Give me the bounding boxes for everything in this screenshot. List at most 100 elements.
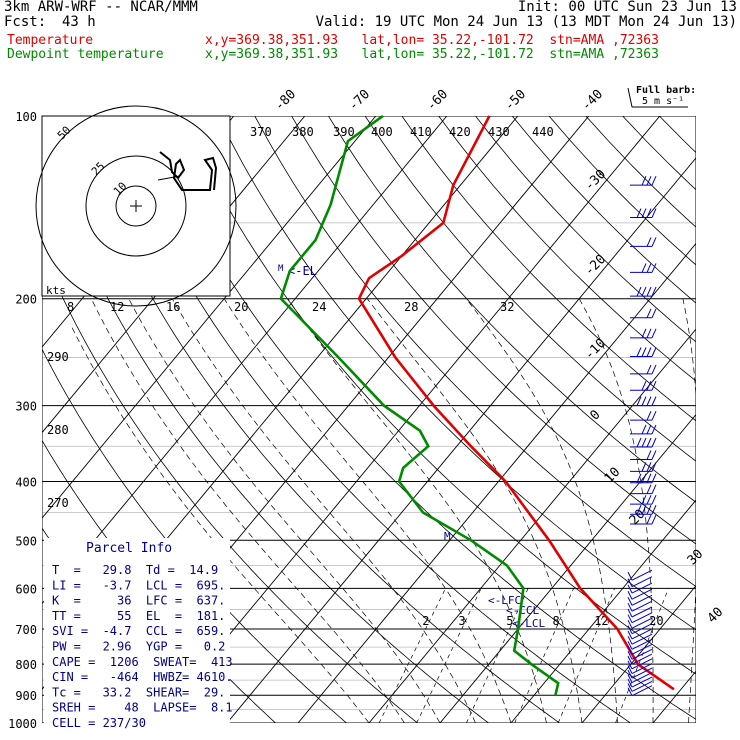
wind-barb-flag (651, 347, 657, 357)
mixing-ratio-line (557, 588, 615, 723)
moist-adiabat (367, 298, 583, 723)
wind-barb-flag (641, 347, 647, 357)
dry-adiabat (107, 116, 631, 723)
isotherm-label: 20 (627, 507, 649, 529)
wind-barb-flag (627, 651, 633, 660)
wind-barb-staff (631, 680, 653, 692)
wind-barb-flag (636, 347, 642, 357)
dry-adiabat (733, 116, 740, 723)
wind-barb-flag (627, 578, 633, 587)
mixing-ratio-label: 8 (552, 614, 559, 628)
wind-barb-flag (627, 608, 633, 618)
wind-barb-flag (651, 505, 657, 515)
wind-barb-flag (646, 410, 652, 421)
dry-adiabat (659, 116, 696, 154)
moist-adiabat (682, 298, 696, 723)
wind-barb-flag (641, 505, 647, 515)
wind-barb-flag (646, 308, 652, 318)
wind-barb-flag (651, 175, 657, 186)
moist-marker: M (444, 530, 451, 543)
pressure-label: 200 (15, 293, 37, 307)
wind-barb-staff (631, 617, 653, 629)
wind-barb-flag (646, 237, 652, 247)
wind-barb-flag (641, 328, 647, 339)
wind-barb-flag (646, 514, 652, 525)
forecast-hour: 43 h (62, 14, 96, 30)
pressure-label: 900 (15, 689, 37, 703)
isotherm-label: -60 (424, 87, 451, 114)
parcel-info-row: LI = -3.7 LCL = 695. (52, 578, 225, 592)
pressure-label: 500 (15, 534, 37, 548)
wind-barb-flag (651, 208, 657, 218)
wind-barb-staff (631, 600, 653, 612)
isotherm-line (42, 116, 448, 605)
hodograph-scale-label: 16 (166, 300, 180, 314)
pressure-label: 100 (15, 110, 37, 124)
wind-barb-flag (627, 641, 633, 650)
barb-key-title: Full barb: (636, 85, 696, 96)
wind-barb-flag (641, 473, 647, 483)
wind-barb-staff (631, 672, 653, 684)
hodograph-scale-label: 8 (67, 300, 74, 314)
isotherm-line (724, 116, 740, 723)
wind-barb-flag (646, 286, 652, 297)
wind-barb-flag (627, 635, 633, 645)
wind-barb-flag (641, 396, 647, 406)
hodograph-scale-label: 20 (234, 300, 248, 314)
wind-barb-flag (646, 494, 652, 505)
parcel-info-panel (44, 538, 230, 724)
barb-key-value: 5 m s⁻¹ (642, 96, 684, 107)
parcel-info-row: K = 36 LFC = 637. (52, 594, 225, 608)
wind-barb-flag (627, 584, 633, 594)
dry-adiabat (511, 116, 696, 304)
temperature-legend: Temperature (7, 33, 94, 48)
mixing-ratio-line (378, 588, 446, 723)
dry-adiabat (364, 116, 696, 462)
moist-adiabat (287, 298, 547, 723)
wind-barb-flag (627, 655, 633, 665)
isotherm-label: -30 (582, 167, 609, 194)
mixing-ratio-label: 20 (649, 614, 663, 628)
wind-barb-staff (631, 633, 653, 645)
wind-barb-flag (646, 424, 652, 435)
wind-barb-staff (631, 628, 653, 640)
mixing-ratio-lines: 2 3 5 8 12 20 (378, 588, 669, 723)
wind-barb-flag (646, 396, 652, 406)
isotherm-line (439, 413, 696, 723)
wind-barbs (627, 175, 657, 697)
hodograph-units-label: kts (46, 284, 66, 297)
temperature-trace (357, 115, 675, 691)
wind-barb-flag (636, 505, 642, 515)
wind-barb-flag (641, 424, 647, 435)
wind-barb-staff (631, 638, 653, 650)
wind-barb-flag (646, 450, 652, 460)
wind-barb-flag (646, 263, 652, 273)
pressure-label: 600 (15, 582, 37, 596)
moist-adiabat (128, 298, 441, 723)
pressure-label: 800 (15, 658, 37, 672)
moist-marker-upper: M (278, 264, 284, 274)
wind-barb-flag (651, 308, 657, 318)
moist-adiabat (466, 298, 618, 723)
isotherm-label: -50 (502, 87, 529, 114)
wind-barb-flag (651, 424, 657, 435)
ccl-marker: <-CCL (506, 604, 539, 617)
wind-barb-staff (631, 685, 653, 697)
wind-barb-flag (636, 473, 642, 483)
wind-barb-staff (631, 667, 653, 679)
parcel-info-row: PW = 2.96 YGP = 0.2 (52, 640, 225, 654)
wind-barb-flag (641, 286, 647, 297)
parcel-info-title: Parcel Info (86, 541, 172, 556)
pressure-label: 700 (15, 623, 37, 637)
mixing-ratio-label: 12 (594, 614, 608, 628)
theta-label: 440 (532, 125, 554, 139)
wind-barb-flag (627, 683, 633, 692)
el-marker: <-EL (288, 264, 317, 278)
wind-barb-staff (631, 643, 653, 655)
dry-adiabat (70, 116, 560, 723)
wind-barb-staff (631, 582, 653, 594)
lfc-marker: <-LFC (488, 594, 521, 607)
wind-barb-staff (631, 594, 653, 606)
hodograph-ring (35, 105, 237, 307)
